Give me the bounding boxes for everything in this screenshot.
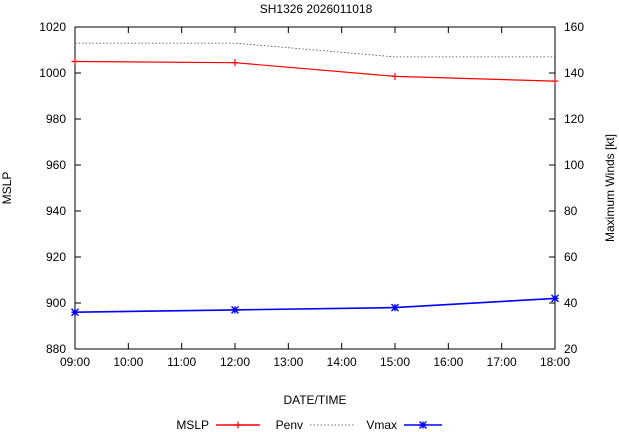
y-tick-label: 920 [46, 250, 66, 264]
series-line-penv [75, 42, 555, 58]
x-tick-label: 13:00 [273, 355, 303, 369]
legend: MSLP Penv Vmax [176, 418, 442, 432]
y-tick-label: 1000 [39, 66, 66, 80]
series-line-vmax [74, 297, 556, 313]
data-point [551, 77, 559, 85]
data-point [231, 59, 239, 67]
x-tick-label: 18:00 [540, 355, 570, 369]
y-axis-label: MSLP [0, 172, 14, 205]
x-tick-label: 11:00 [167, 355, 196, 369]
y2-tick-label: 40 [564, 296, 578, 310]
y-tick-label: 1020 [39, 20, 66, 34]
y-axis-right: 20 40 60 80 100 120 140 160 [549, 20, 584, 356]
chart-title: SH1326 2026011018 [260, 2, 373, 16]
y-tick-label: 900 [46, 296, 66, 310]
x-tick-label: 10:00 [113, 355, 143, 369]
series-line-mslp [74, 60, 556, 82]
data-point [551, 294, 559, 303]
x-axis-label: DATE/TIME [283, 393, 346, 407]
x-tick-label: 15:00 [380, 355, 410, 369]
data-point [391, 303, 399, 312]
x-tick-label: 16:00 [433, 355, 463, 369]
series-layer [71, 42, 559, 317]
x-tick-label: 12:00 [220, 355, 250, 369]
y2-tick-label: 140 [564, 66, 584, 80]
x-tick-label: 14:00 [327, 355, 357, 369]
data-point [419, 421, 427, 429]
y-axis-left: 880 900 920 940 960 980 1000 1020 [39, 20, 81, 356]
y2-tick-label: 80 [564, 204, 578, 218]
legend-label-mslp: MSLP [176, 418, 209, 432]
y-tick-label: 960 [46, 158, 66, 172]
y2-tick-label: 120 [564, 112, 584, 126]
data-point [234, 421, 242, 429]
data-point [71, 58, 79, 65]
data-point [391, 72, 399, 80]
y-tick-label: 940 [46, 204, 66, 218]
plot-frame [74, 26, 556, 350]
y-tick-label: 880 [46, 342, 66, 356]
legend-label-vmax: Vmax [366, 418, 397, 432]
x-axis: 09:00 10:00 11:00 12:00 13:00 14:00 15:00 16:00… [60, 27, 570, 369]
y-tick-label: 980 [46, 112, 66, 126]
y2-tick-label: 160 [564, 20, 584, 34]
data-point [71, 308, 79, 317]
y2-axis-label: Maximum Winds [kt] [603, 134, 617, 242]
legend-label-penv: Penv [276, 418, 303, 432]
y2-tick-label: 20 [564, 342, 578, 356]
data-point [231, 305, 239, 314]
x-tick-label: 17:00 [487, 355, 517, 369]
x-tick-label: 09:00 [60, 355, 90, 369]
y2-tick-label: 60 [564, 250, 578, 264]
y2-tick-label: 100 [564, 158, 584, 172]
